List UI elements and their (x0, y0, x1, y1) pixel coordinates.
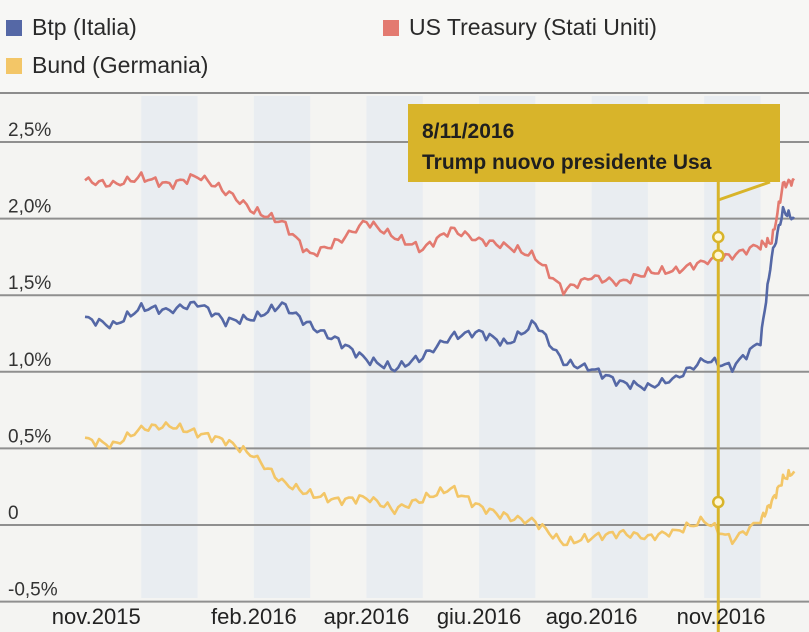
event-annotation: 8/11/2016 Trump nuovo presidente Usa (408, 104, 780, 182)
legend-swatch-bund (6, 57, 22, 74)
grid-lines (0, 141, 809, 603)
legend-item-btp: Btp (Italia) (6, 14, 137, 41)
y-tick-label: 1,5% (8, 273, 51, 294)
event-connector (717, 180, 771, 202)
event-marker (712, 180, 771, 632)
y-tick-label: 1,0% (8, 350, 51, 371)
y-tick-label: 2,5% (8, 120, 51, 141)
x-tick-label: nov.2016 (677, 604, 766, 629)
x-tick-label: ago.2016 (546, 604, 638, 629)
month-band (141, 96, 198, 598)
x-tick-label: giu.2016 (437, 604, 521, 629)
month-band (253, 96, 311, 598)
y-tick-labels: 2,5% 2,0% 1,5% 1,0% 0,5% 0 -0,5% (8, 120, 58, 601)
x-tick-labels: nov.2015 feb.2016 apr.2016 giu.2016 ago.2016… (52, 604, 766, 629)
y-tick-label: 2,0% (8, 197, 51, 218)
y-tick-label: -0,5% (8, 580, 58, 601)
event-point-2 (712, 495, 725, 509)
event-point-1 (712, 249, 725, 262)
legend-label-us-treasury: US Treasury (Stati Uniti) (409, 14, 657, 40)
event-point-0 (712, 230, 725, 244)
y-tick-label: 0 (8, 503, 19, 524)
legend-swatch-btp (6, 19, 22, 36)
legend-label-bund: Bund (Germania) (32, 52, 209, 78)
event-date: 8/11/2016 (422, 120, 515, 143)
legend-label-btp: Btp (Italia) (32, 14, 137, 40)
x-tick-label: feb.2016 (211, 604, 297, 629)
legend-swatch-us-treasury (383, 19, 399, 36)
chart-legend: Btp (Italia) US Treasury (Stati Uniti) B… (0, 0, 809, 94)
legend-item-us-treasury: US Treasury (Stati Uniti) (383, 14, 657, 41)
legend-item-bund: Bund (Germania) (6, 52, 208, 79)
x-tick-label: apr.2016 (324, 604, 410, 629)
event-text: Trump nuovo presidente Usa (422, 151, 712, 174)
y-tick-label: 0,5% (8, 426, 51, 447)
x-tick-label: nov.2015 (52, 604, 141, 629)
